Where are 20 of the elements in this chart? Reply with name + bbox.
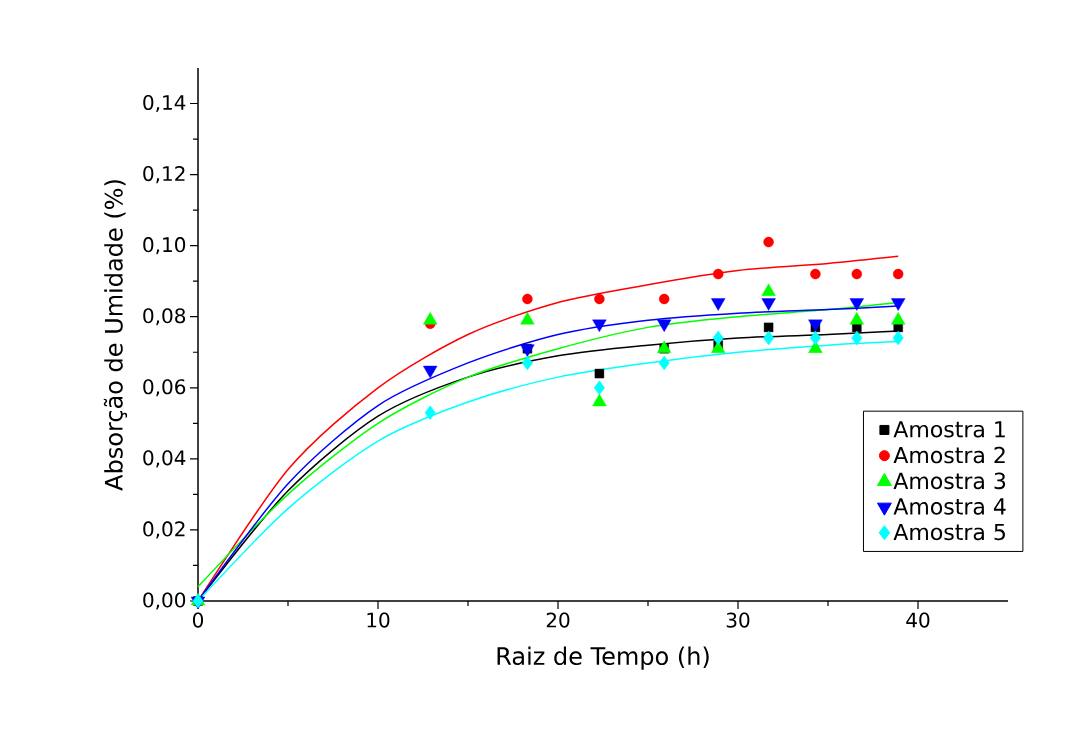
x-tick-label: 20 <box>546 612 570 628</box>
x-tick-label: 30 <box>726 612 750 628</box>
y-axis-title: Absorção de Umidade (%) <box>103 180 128 491</box>
y-tick-label: 0,04 <box>143 450 186 468</box>
legend-label: Amostra 1 <box>893 421 1005 438</box>
legend-label: Amostra 3 <box>893 472 1006 490</box>
x-axis-title: Raiz de Tempo (h) <box>497 646 709 670</box>
y-tick-label: 0,00 <box>143 592 186 610</box>
y-tick-label: 0,02 <box>143 521 185 539</box>
y-tick-label: 0,10 <box>143 237 186 255</box>
legend-label: Amostra 5 <box>893 523 1005 541</box>
y-tick-label: 0,06 <box>143 379 186 397</box>
y-tick-label: 0,08 <box>143 308 186 326</box>
x-tick-label: 0 <box>192 612 204 628</box>
legend-label: Amostra 4 <box>893 498 1006 515</box>
legend-label: Amostra 2 <box>893 446 1005 464</box>
y-tick-label: 0,12 <box>143 166 185 184</box>
y-tick-label: 0,14 <box>143 94 186 113</box>
x-tick-label: 10 <box>367 612 390 628</box>
x-tick-label: 40 <box>906 612 930 628</box>
